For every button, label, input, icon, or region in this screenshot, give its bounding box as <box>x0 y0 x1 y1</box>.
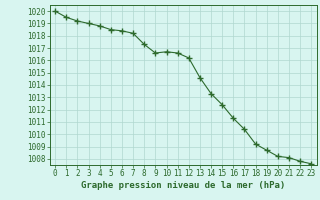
X-axis label: Graphe pression niveau de la mer (hPa): Graphe pression niveau de la mer (hPa) <box>81 181 285 190</box>
